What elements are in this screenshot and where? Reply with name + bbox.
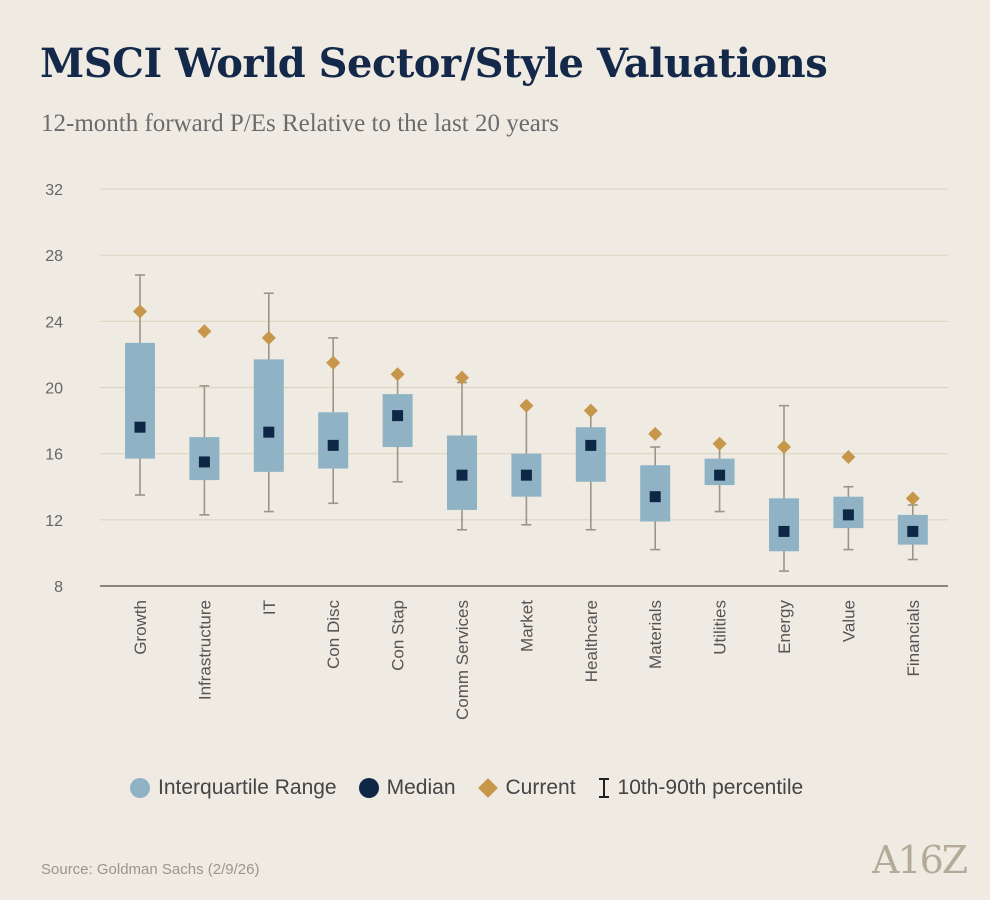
median-marker bbox=[714, 469, 726, 481]
median-marker bbox=[907, 525, 919, 537]
legend-item-percentile: 10th-90th percentile bbox=[598, 776, 804, 800]
x-tick-label: Utilities bbox=[711, 600, 730, 655]
x-tick-label: Con Stap bbox=[389, 600, 408, 671]
box-plot-chart: 8 12 16 20 24 28 32 Growth Infrastructure IT Con D… bbox=[45, 182, 948, 720]
median-marker bbox=[842, 509, 854, 521]
x-tick-label: Value bbox=[839, 600, 858, 642]
y-tick-label: 32 bbox=[45, 182, 63, 199]
percentile-whisker-icon bbox=[598, 777, 610, 799]
current-diamond-icon bbox=[477, 778, 498, 798]
legend-item-current: Current bbox=[477, 776, 576, 800]
y-tick-label: 8 bbox=[54, 579, 63, 596]
median-marker bbox=[585, 439, 597, 451]
legend-item-iqr: Interquartile Range bbox=[130, 776, 337, 800]
x-tick-label: Financials bbox=[904, 600, 923, 677]
x-tick-label: Market bbox=[517, 600, 536, 652]
y-tick-label: 20 bbox=[45, 381, 63, 398]
iqr-box bbox=[125, 342, 155, 459]
iqr-box bbox=[575, 427, 606, 482]
chart-legend: Interquartile Range Median Current 10th-… bbox=[130, 776, 825, 800]
y-tick-label: 28 bbox=[45, 248, 63, 265]
current-marker bbox=[133, 304, 147, 319]
x-tick-label: Healthcare bbox=[582, 600, 601, 682]
legend-label-percentile: 10th-90th percentile bbox=[617, 776, 804, 799]
median-marker bbox=[198, 456, 210, 468]
x-tick-label: Con Disc bbox=[324, 600, 343, 669]
current-marker bbox=[905, 491, 920, 506]
current-marker bbox=[519, 398, 534, 413]
source-note: Source: Goldman Sachs (2/9/26) bbox=[41, 861, 260, 878]
current-marker bbox=[648, 426, 663, 441]
legend-label-current: Current bbox=[505, 776, 576, 799]
median-marker bbox=[649, 491, 661, 503]
median-swatch-icon bbox=[358, 778, 379, 798]
current-marker bbox=[261, 330, 276, 345]
legend-item-median: Median bbox=[358, 776, 456, 800]
x-tick-label: Growth bbox=[131, 600, 150, 655]
median-marker bbox=[327, 439, 339, 451]
current-marker bbox=[326, 355, 341, 370]
chart-title: MSCI World Sector/Style Valuations bbox=[40, 40, 828, 87]
current-marker bbox=[777, 440, 791, 455]
current-marker bbox=[455, 370, 469, 385]
x-tick-label: Comm Services bbox=[453, 600, 472, 720]
y-tick-label: 12 bbox=[45, 513, 63, 530]
median-marker bbox=[456, 469, 468, 481]
y-tick-label: 16 bbox=[45, 447, 63, 464]
iqr-box bbox=[769, 498, 799, 552]
median-marker bbox=[520, 469, 532, 481]
legend-label-iqr: Interquartile Range bbox=[158, 776, 337, 799]
current-marker bbox=[390, 367, 405, 382]
median-marker bbox=[778, 525, 790, 537]
current-marker bbox=[841, 449, 856, 464]
current-marker bbox=[197, 324, 212, 339]
y-tick-label: 24 bbox=[45, 314, 63, 331]
current-marker bbox=[712, 436, 727, 451]
a16z-logo: A16Z bbox=[872, 838, 968, 882]
iqr-swatch-icon bbox=[130, 778, 150, 798]
x-tick-label: Materials bbox=[646, 600, 665, 669]
current-marker bbox=[583, 403, 598, 418]
median-marker bbox=[134, 421, 146, 433]
x-tick-label: IT bbox=[260, 600, 279, 615]
median-marker bbox=[392, 410, 404, 422]
iqr-box bbox=[253, 359, 284, 472]
legend-label-median: Median bbox=[386, 776, 456, 799]
median-marker bbox=[263, 426, 275, 438]
chart-subtitle: 12-month forward P/Es Relative to the la… bbox=[41, 110, 559, 137]
x-tick-label: Energy bbox=[775, 600, 794, 654]
x-tick-label: Infrastructure bbox=[195, 600, 214, 700]
